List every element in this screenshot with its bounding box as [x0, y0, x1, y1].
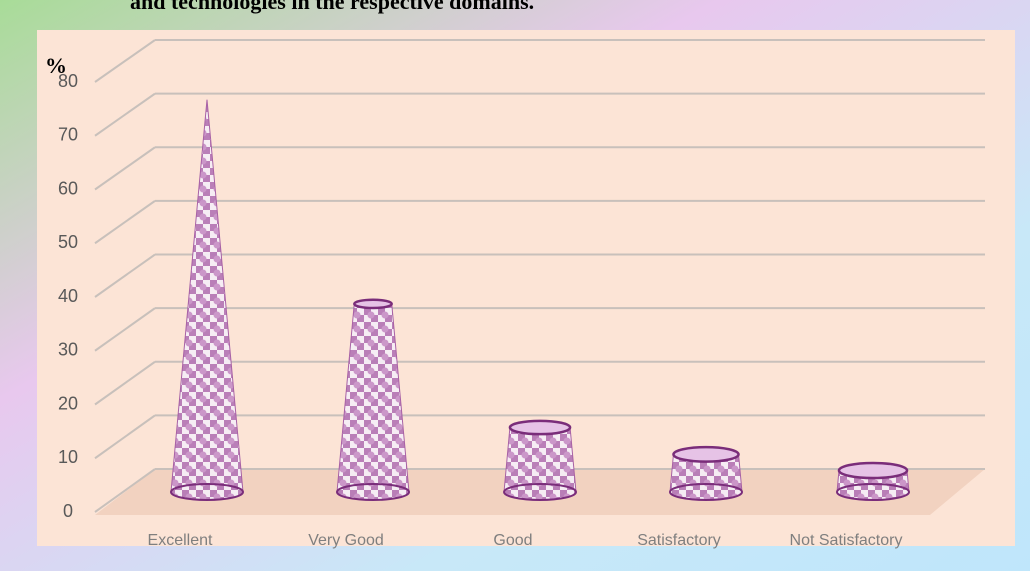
y-tick-label: 60 [58, 178, 78, 198]
cone-base [336, 483, 410, 501]
cone [503, 427, 577, 501]
x-tick-label: Not Satisfactory [790, 532, 903, 549]
cone-top [837, 461, 909, 480]
x-tick-label: Excellent [148, 532, 213, 549]
y-tick-label: 20 [58, 393, 78, 413]
chart-title: and technologies in the respective domai… [130, 0, 534, 14]
cone-top [508, 419, 572, 436]
grid-line-side [94, 468, 156, 513]
grid-line-side [94, 200, 156, 245]
cone-base [836, 483, 910, 501]
x-tick-label: Very Good [308, 532, 384, 549]
y-tick-label: 70 [58, 125, 78, 145]
x-tick-label: Satisfactory [637, 532, 721, 549]
grid-line-side [94, 360, 156, 406]
grid-line-side [94, 414, 156, 460]
cone-base [669, 483, 743, 501]
cone-base [503, 483, 577, 501]
y-tick-label: 80 [58, 71, 78, 91]
y-axis-label: % [45, 53, 67, 78]
y-tick-label: 50 [58, 232, 78, 252]
x-tick-label: Good [493, 532, 532, 549]
y-tick-label: 40 [58, 286, 78, 306]
cone-top [353, 298, 393, 310]
grid-line-side [94, 39, 156, 83]
grid-line-side [94, 92, 156, 137]
y-tick-label: 10 [58, 447, 78, 467]
y-tick-label: 0 [63, 501, 73, 521]
grid-line-side [94, 146, 156, 191]
y-tick-label: 30 [58, 340, 78, 360]
grid-line-side [94, 253, 156, 298]
cone-base [170, 483, 244, 501]
grid-line-side [94, 307, 156, 352]
cone-top [672, 445, 740, 463]
